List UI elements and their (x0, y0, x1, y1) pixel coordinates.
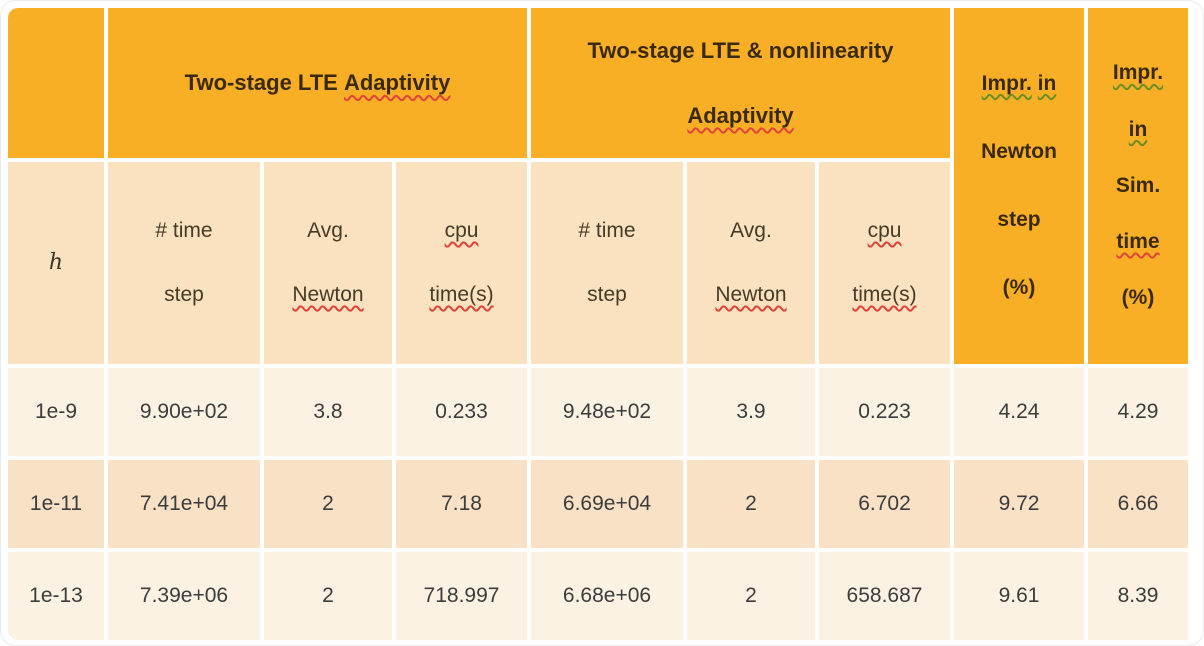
header-text-flagged: time (1116, 230, 1160, 254)
header-text: Sim. (1115, 173, 1161, 197)
subheader-text-flagged: time(s) (429, 283, 494, 306)
table-cell: 6.702 (819, 460, 950, 548)
table-cell: 9.90e+02 (108, 368, 260, 456)
subheader-text-flagged: time(s) (852, 283, 917, 306)
subheader-text: # time (155, 218, 213, 242)
corner-cell (8, 8, 104, 158)
subheader-text: step (587, 283, 627, 306)
table-cell: 9.48e+02 (531, 368, 683, 456)
subheader-avg-newton-1: Avg. Newton (264, 162, 392, 364)
header-text-flagged: in (1128, 117, 1148, 141)
table-cell: 7.41e+04 (108, 460, 260, 548)
table-cell: 9.72 (954, 460, 1084, 548)
subheader-text-flagged: Newton (715, 283, 787, 306)
table-cell: 2 (264, 460, 392, 548)
subheader-h: h (8, 162, 104, 364)
header-group-lte-nonlinearity-adaptivity: Two-stage LTE & nonlinearity Adaptivity (531, 8, 950, 158)
table-cell: 7.18 (396, 460, 527, 548)
table-cell: 1e-13 (8, 552, 104, 640)
table-cell: 718.997 (396, 552, 527, 640)
table-cell: 7.39e+06 (108, 552, 260, 640)
table-cell: 9.61 (954, 552, 1084, 640)
table-cell: 3.9 (687, 368, 815, 456)
header-group-lte-adaptivity: Two-stage LTE Adaptivity (108, 8, 527, 158)
subheader-time-step-1: # time step (108, 162, 260, 364)
table-cell: 2 (264, 552, 392, 640)
header-text-flagged: Impr. (1112, 61, 1164, 85)
subheader-cpu-time-2: cpu time(s) (819, 162, 950, 364)
header-text: (%) (1002, 276, 1036, 300)
table-cell: 8.39 (1088, 552, 1188, 640)
subheader-text: step (164, 283, 204, 306)
header-text-flagged: Adaptivity (687, 103, 794, 128)
subheader-avg-newton-2: Avg. Newton (687, 162, 815, 364)
table-cell: 4.29 (1088, 368, 1188, 456)
table-cell: 1e-9 (8, 368, 104, 456)
table-cell: 3.8 (264, 368, 392, 456)
subheader-cpu-time-1: cpu time(s) (396, 162, 527, 364)
header-text: step (997, 208, 1041, 231)
header-text: (%) (1121, 286, 1155, 310)
table-cell: 2 (687, 552, 815, 640)
table-cell: 6.68e+06 (531, 552, 683, 640)
subheader-text: Avg. (307, 218, 349, 242)
subheader-text: Avg. (730, 218, 772, 242)
subheader-text-flagged: cpu (867, 218, 902, 242)
table-cell: 0.233 (396, 368, 527, 456)
header-text: Two-stage LTE & nonlinearity (587, 37, 894, 63)
header-impr-sim-time: Impr. in Sim. time (%) (1088, 8, 1188, 364)
table-cell: 658.687 (819, 552, 950, 640)
header-text-flagged: Impr. (981, 71, 1032, 95)
header-text: Two-stage LTE (184, 70, 338, 96)
table-cell: 2 (687, 460, 815, 548)
table-cell: 1e-11 (8, 460, 104, 548)
header-text: Newton (981, 139, 1057, 163)
header-impr-newton-step: Impr. in Newton step (%) (954, 8, 1084, 364)
table-cell: 0.223 (819, 368, 950, 456)
subheader-text-flagged: cpu (444, 218, 479, 242)
table-cell: 4.24 (954, 368, 1084, 456)
table-cell: 6.69e+04 (531, 460, 683, 548)
results-table: Two-stage LTE Adaptivity Two-stage LTE &… (8, 8, 1196, 640)
subheader-time-step-2: # time step (531, 162, 683, 364)
header-line: Impr. in (982, 71, 1057, 97)
subheader-text: # time (578, 218, 636, 242)
table-cell: 6.66 (1088, 460, 1188, 548)
header-group-text: Two-stage LTE Adaptivity (185, 69, 451, 97)
variable-h-label: h (48, 250, 64, 276)
header-text-flagged: in (1037, 71, 1057, 95)
subheader-text-flagged: Newton (292, 283, 364, 306)
header-text-flagged: Adaptivity (343, 70, 451, 96)
